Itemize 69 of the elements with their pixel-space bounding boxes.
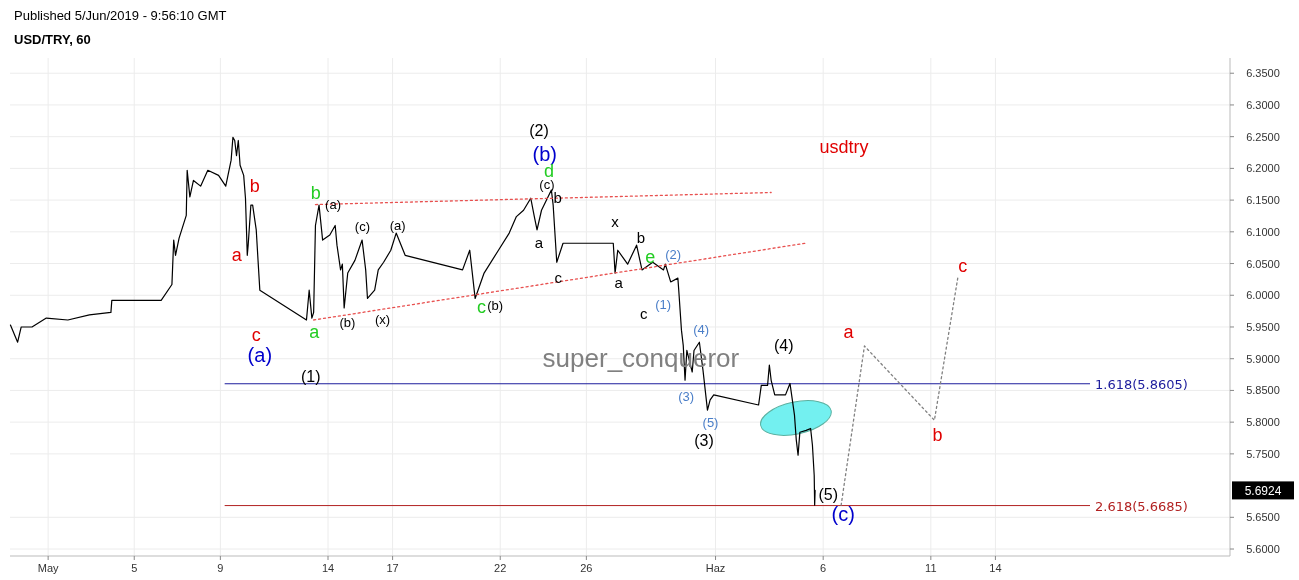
- annotation: (c): [831, 503, 855, 525]
- annotation: (b): [339, 314, 356, 330]
- x-tick-label: 5: [131, 562, 138, 574]
- line-series: [840, 277, 959, 506]
- annotation: (c): [539, 176, 555, 192]
- annotation: (1): [655, 296, 672, 312]
- annotation: (a): [389, 217, 406, 233]
- chart-subtitle: Published 5/Jun/2019 - 9:56:10 GMT: [14, 8, 227, 23]
- annotation: c: [958, 256, 968, 277]
- annotation: c: [640, 304, 649, 322]
- annotation: a: [231, 245, 243, 265]
- y-tick-label: 6.3500: [1246, 67, 1280, 80]
- x-tick-label: 9: [217, 562, 224, 574]
- annotation: e: [645, 247, 656, 267]
- chart-title: USD/TRY, 60: [14, 32, 91, 47]
- annotation: (1): [301, 367, 321, 385]
- x-tick-label: 6: [820, 562, 827, 574]
- y-tick-label: 5.7500: [1246, 447, 1280, 460]
- y-tick-label: 6.0000: [1246, 289, 1280, 302]
- annotation: c: [477, 297, 487, 317]
- annotation: (a): [325, 196, 341, 212]
- annotation: x: [611, 212, 620, 230]
- y-tick-label: 5.6000: [1246, 543, 1280, 556]
- annotation: (b): [487, 297, 504, 313]
- annotation: (a): [247, 344, 273, 366]
- y-tick-label: 6.2000: [1246, 162, 1280, 175]
- x-tick-label: 14: [989, 562, 1002, 574]
- annotation: (4): [773, 336, 794, 354]
- annotation: (c): [354, 218, 371, 234]
- annotation: b: [249, 176, 260, 196]
- x-tick-label: 11: [925, 562, 937, 574]
- y-tick-label: 5.9000: [1246, 352, 1280, 365]
- y-tick-label: 6.1500: [1246, 194, 1280, 207]
- y-tick-label: 6.2500: [1246, 130, 1280, 143]
- annotation: usdtry: [819, 137, 869, 157]
- y-tick-label: 5.8000: [1246, 416, 1280, 429]
- x-tick-label: Haz: [705, 562, 726, 574]
- annotation: (2): [665, 246, 682, 262]
- ref-line-label: 2.618(5.6685): [1095, 498, 1188, 514]
- x-tick-label: 14: [321, 562, 335, 574]
- annotation: (5): [818, 485, 838, 503]
- x-tick-label: 22: [494, 562, 507, 574]
- annotation: (x): [374, 311, 391, 327]
- annotation: a: [309, 322, 321, 342]
- annotation: a: [843, 322, 855, 343]
- annotation: a: [534, 233, 544, 251]
- y-tick-label: 5.6500: [1246, 511, 1280, 524]
- x-tick-label: May: [37, 562, 60, 574]
- text: 5.6924: [1244, 483, 1282, 498]
- annotation: b: [932, 425, 943, 446]
- y-tick-label: 5.9500: [1246, 320, 1280, 333]
- annotation: (3): [694, 431, 714, 449]
- annotation: (2): [529, 121, 549, 139]
- ref-line-label: 1.618(5.8605): [1095, 376, 1188, 392]
- annotation: c: [554, 268, 563, 286]
- y-tick-label: 5.8500: [1246, 384, 1280, 397]
- annotation: (4): [693, 321, 710, 337]
- annotation: c: [251, 325, 261, 345]
- y-tick-label: 6.1000: [1246, 225, 1280, 238]
- x-tick-label: 26: [580, 562, 593, 574]
- x-tick-label: 17: [386, 562, 399, 574]
- y-tick-label: 6.3000: [1246, 98, 1280, 111]
- annotation: (5): [702, 414, 719, 430]
- annotation: b: [636, 228, 646, 246]
- annotation: b: [553, 188, 562, 206]
- annotation: b: [310, 183, 321, 203]
- annotation: a: [614, 273, 624, 291]
- annotation: (3): [678, 388, 695, 404]
- y-tick-label: 6.0500: [1246, 257, 1280, 270]
